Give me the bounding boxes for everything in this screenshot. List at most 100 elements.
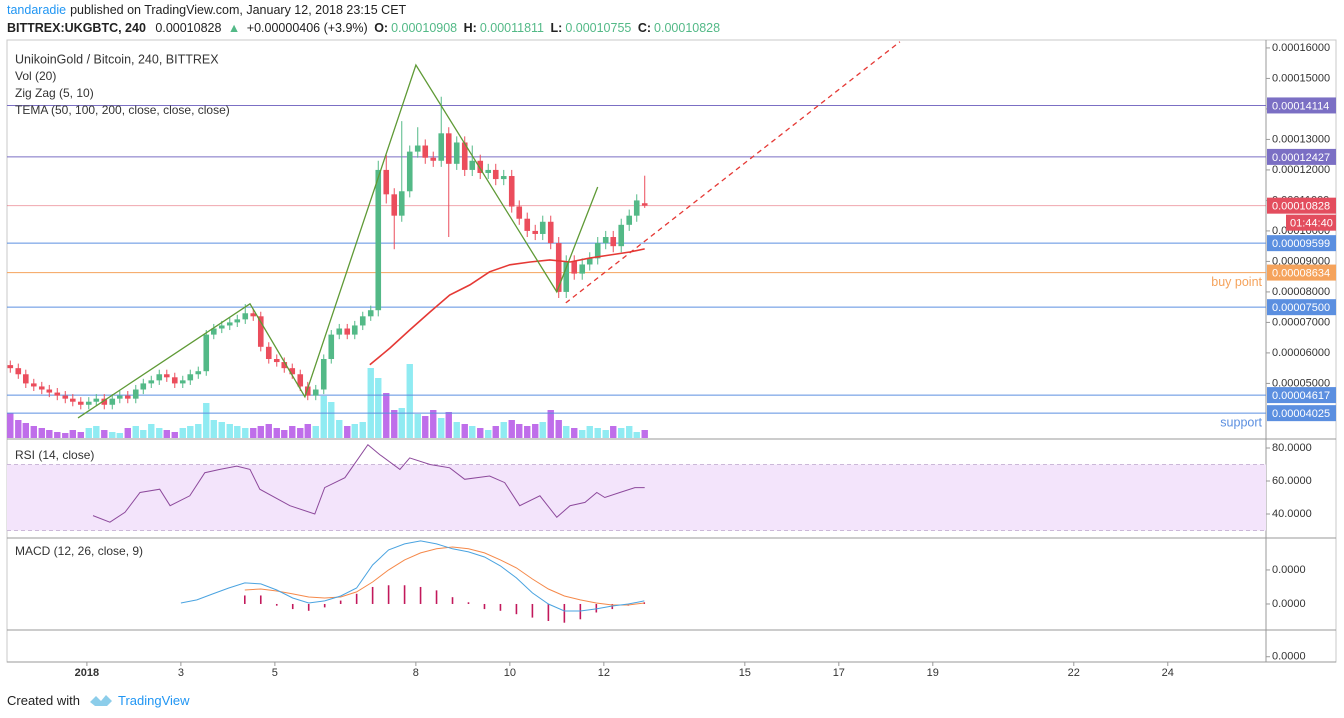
candle-body: [46, 389, 53, 393]
volume-bar: [383, 393, 390, 438]
volume-bar: [163, 430, 170, 438]
candle-body: [163, 374, 170, 378]
volume-bar: [469, 426, 476, 438]
candle-body: [406, 151, 413, 192]
candle-body: [38, 386, 45, 390]
y-tick-label: 80.0000: [1272, 442, 1312, 454]
candle-body: [273, 359, 280, 363]
y-tick-label: 0.00008000: [1272, 286, 1330, 298]
publish-line: tandaradie published on TradingView.com, …: [7, 3, 409, 17]
candle-body: [226, 322, 233, 326]
candle-body: [140, 383, 147, 390]
rsi-line: [92, 443, 645, 523]
x-tick-label: 24: [1162, 667, 1174, 679]
candle-body: [516, 206, 523, 219]
zigzag-line: [77, 63, 599, 419]
candle-body: [289, 368, 296, 375]
x-tick-label: 15: [739, 667, 751, 679]
candle-body: [594, 243, 601, 259]
x-tick-label: 5: [272, 667, 278, 679]
volume-bar: [375, 378, 382, 438]
candle-body: [351, 325, 358, 335]
volume-bar: [398, 408, 405, 438]
candle-body: [485, 169, 492, 173]
level-note: buy point: [1211, 275, 1262, 289]
author[interactable]: tandaradie: [7, 3, 67, 17]
volume-bar: [77, 432, 84, 438]
y-tick-label: 0.00013000: [1272, 133, 1330, 145]
level-badge: [1267, 235, 1336, 252]
candle-body: [336, 328, 343, 335]
volume-bar: [485, 430, 492, 438]
volume-bar: [571, 428, 578, 438]
rsi-title: RSI (14, close): [15, 448, 94, 462]
candle-body: [54, 392, 61, 396]
volume-bar: [257, 426, 264, 438]
price-pane: [7, 41, 1266, 438]
volume-bar: [30, 426, 37, 438]
candle-body: [30, 383, 37, 387]
x-tick-label: 2018: [75, 667, 99, 679]
candle-body: [422, 145, 429, 158]
volume-bar: [500, 422, 507, 438]
candle-body: [116, 395, 123, 399]
level-label: 0.00007500: [1272, 302, 1330, 314]
volume-bar: [289, 426, 296, 438]
volume-bar: [430, 410, 437, 438]
volume-bar: [367, 368, 374, 438]
candle-body: [344, 328, 351, 335]
indicator-label: TEMA (50, 100, 200, close, close, close): [15, 103, 230, 117]
level-badge: [1267, 299, 1336, 316]
candle-body: [250, 313, 257, 317]
candle-body: [469, 160, 476, 170]
candle-body: [602, 237, 609, 244]
volume-bar: [85, 428, 92, 438]
candle-body: [132, 389, 139, 399]
macd-line: [180, 540, 645, 612]
logo: [89, 695, 112, 706]
candle-body: [438, 133, 445, 161]
candle-body: [445, 133, 452, 164]
volume-bar: [594, 428, 601, 438]
volume-bar: [69, 430, 76, 438]
candle-body: [234, 319, 241, 323]
volume-bar: [633, 432, 640, 438]
candle-body: [586, 258, 593, 265]
volume-bar: [171, 432, 178, 438]
volume-bar: [312, 426, 319, 438]
volume-bar: [156, 428, 163, 438]
volume-bar: [626, 426, 633, 438]
volume-bar: [273, 428, 280, 438]
candle-body: [69, 398, 76, 402]
candle-body: [641, 203, 648, 206]
volume-bar: [22, 423, 29, 438]
level-label: 0.00004025: [1272, 408, 1330, 420]
level-label: 0.00012427: [1272, 152, 1330, 164]
candle-body: [320, 359, 327, 390]
last-price-badge: [1267, 197, 1336, 214]
overlay: UnikoinGold / Bitcoin, 240, BITTREX Vol …: [15, 52, 1336, 558]
candle-body: [391, 194, 398, 216]
candle-body: [187, 374, 194, 381]
candle-body: [618, 224, 625, 247]
candle-body: [633, 200, 640, 216]
footer: Created with TradingView: [7, 692, 190, 708]
volume-bar: [539, 422, 546, 438]
candle-body: [555, 243, 562, 292]
volume-bar: [38, 428, 45, 438]
level-note: support: [1220, 415, 1262, 429]
level-label: 0.00004617: [1272, 390, 1330, 402]
volume-bar: [532, 424, 539, 438]
candle-body: [571, 261, 578, 274]
brand[interactable]: TradingView: [117, 692, 190, 708]
volume-bar: [93, 426, 100, 438]
volume-bar: [579, 430, 586, 438]
y-tick-label: 0.0000: [1272, 564, 1306, 576]
candle-body: [257, 316, 264, 347]
volume-bar: [242, 428, 249, 438]
ohlc-value: 0.00010908: [391, 21, 458, 35]
candle-body: [563, 261, 570, 292]
candle-body: [375, 169, 382, 311]
